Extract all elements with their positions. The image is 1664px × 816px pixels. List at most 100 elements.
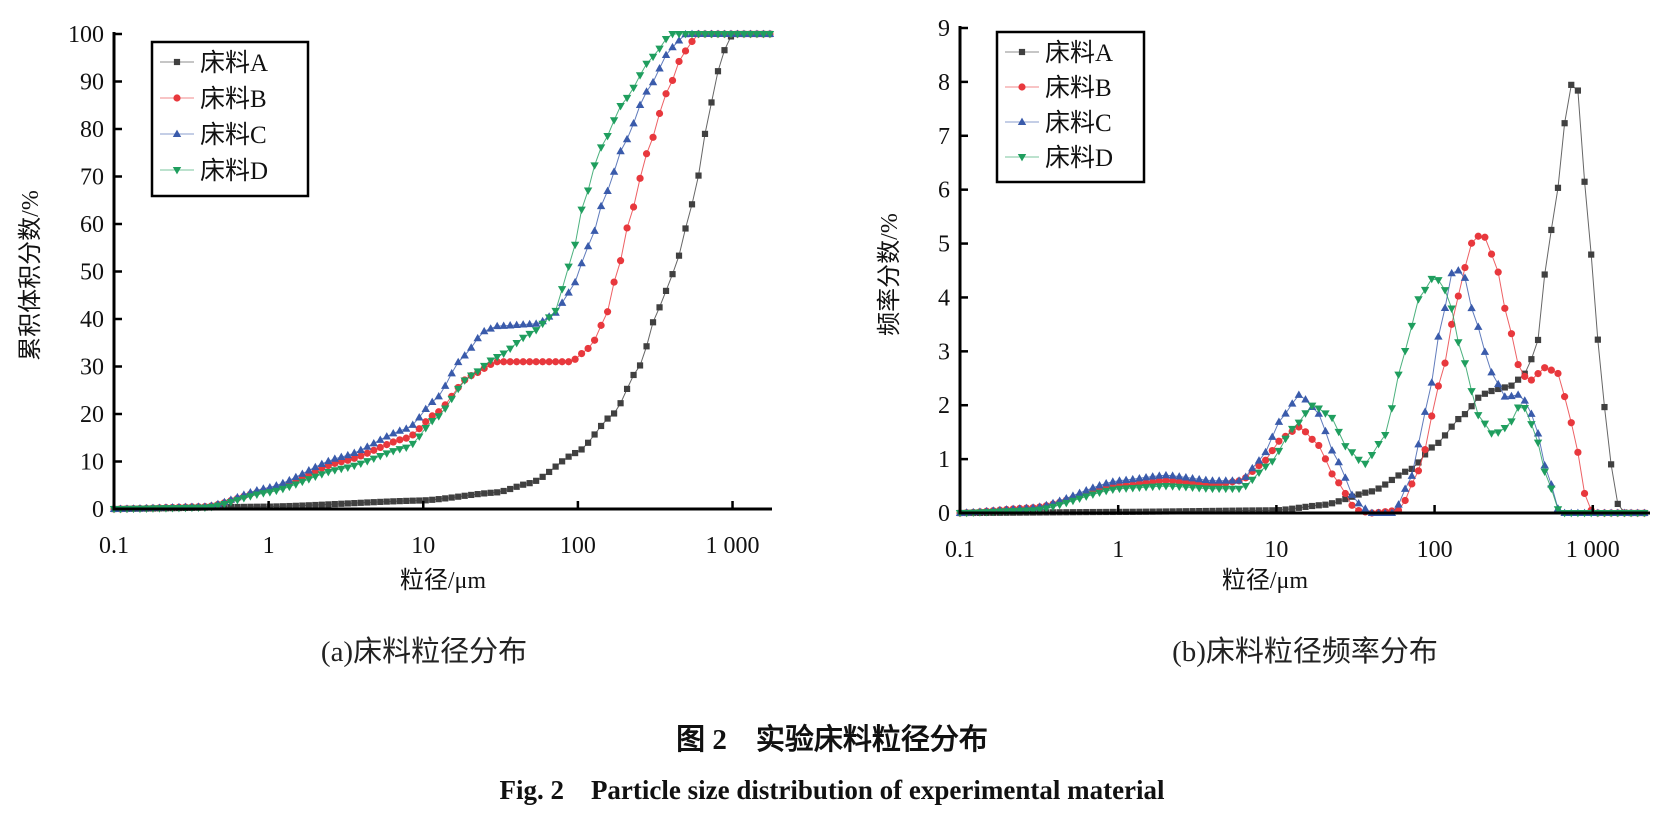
data-point-C: [1288, 399, 1297, 407]
data-point-C: [1394, 500, 1403, 508]
data-point-D: [557, 286, 567, 294]
data-point-B: [558, 358, 566, 366]
legend-label: 床料A: [1045, 39, 1113, 67]
data-point-C: [1148, 472, 1157, 480]
legend-item-C: 床料C: [1005, 109, 1112, 137]
data-point-D: [395, 446, 404, 454]
data-point-C: [1241, 472, 1250, 480]
data-point-B: [1561, 393, 1569, 401]
data-point-C: [486, 324, 495, 332]
data-point-B: [1155, 477, 1163, 485]
data-point-D: [544, 314, 554, 322]
data-point-D: [752, 31, 762, 39]
data-point-B: [1454, 292, 1462, 300]
data-point-D: [311, 473, 320, 482]
data-point-C: [389, 428, 398, 437]
data-point-C: [324, 456, 333, 465]
data-point-C: [1460, 273, 1470, 281]
data-point-D: [337, 465, 346, 474]
data-point-B: [1441, 359, 1449, 367]
data-point-A: [1302, 503, 1309, 510]
data-point-A: [546, 468, 553, 476]
data-point-D: [1467, 388, 1476, 396]
data-point-D: [1228, 485, 1237, 494]
x-tick-label: 0.1: [99, 533, 129, 559]
data-point-D: [376, 452, 385, 461]
data-point-B: [409, 431, 417, 439]
data-point-C: [1194, 474, 1204, 483]
y-tick-label: 40: [80, 307, 104, 333]
data-point-C: [1540, 460, 1549, 469]
data-point-B: [1328, 470, 1336, 478]
data-point-A: [500, 487, 507, 495]
data-point-C: [1281, 409, 1290, 417]
data-point-A: [604, 415, 611, 422]
data-point-D: [285, 483, 294, 492]
data-point-D: [1553, 506, 1563, 514]
data-point-A: [461, 492, 468, 499]
legend-b: 床料A 床料B 床料C 床料D: [995, 30, 1146, 184]
data-point-C: [1221, 476, 1230, 484]
data-point-A: [318, 501, 325, 508]
data-point-A: [623, 385, 631, 393]
data-point-D: [1208, 485, 1217, 494]
y-tick-label: 8: [938, 70, 950, 96]
data-point-D: [1447, 305, 1456, 313]
data-point-A: [1495, 385, 1502, 393]
data-point-C: [1440, 303, 1450, 312]
data-point-D: [687, 31, 697, 39]
data-point-C: [1414, 439, 1423, 448]
data-point-D: [1155, 483, 1164, 491]
data-point-B: [506, 358, 514, 366]
data-point-C: [259, 484, 268, 492]
data-point-D: [1394, 371, 1403, 380]
data-point-D: [324, 469, 333, 477]
data-point-C: [317, 459, 327, 467]
data-point-C: [505, 321, 515, 329]
data-point-D: [1547, 485, 1556, 493]
data-point-C: [1314, 409, 1323, 417]
data-point-D: [1407, 322, 1417, 331]
legend-marker-C: [1017, 117, 1027, 125]
data-point-C: [1513, 390, 1523, 398]
data-point-D: [434, 413, 443, 421]
data-point-C: [1361, 504, 1370, 512]
data-point-A: [1249, 507, 1256, 514]
data-point-A: [1455, 415, 1462, 423]
data-point-B: [1428, 412, 1436, 420]
data-point-A: [494, 489, 501, 496]
data-point-B: [545, 358, 553, 366]
data-point-C: [278, 478, 288, 487]
data-point-C: [583, 241, 593, 250]
data-point-D: [700, 31, 710, 39]
legend-marker-A: [1018, 48, 1026, 56]
data-point-A: [1601, 403, 1608, 411]
legend-label: 床料B: [200, 85, 267, 113]
data-point-D: [350, 462, 359, 471]
data-point-C: [1321, 426, 1330, 435]
data-point-C: [1248, 463, 1257, 472]
y-tick-label: 30: [80, 355, 104, 381]
y-tick-label: 20: [80, 402, 104, 428]
data-point-D: [1148, 483, 1157, 492]
data-point-D: [577, 206, 586, 215]
data-point-D: [655, 45, 664, 54]
data-point-D: [622, 94, 632, 103]
data-point-A: [559, 458, 566, 465]
data-point-A: [1574, 87, 1582, 94]
data-point-D: [1268, 458, 1277, 466]
data-point-B: [642, 150, 651, 158]
data-point-A: [1568, 81, 1575, 88]
data-point-A: [351, 500, 358, 507]
data-point-A: [442, 495, 449, 502]
x-axis-title: 粒径/μm: [400, 567, 487, 594]
data-point-C: [596, 201, 606, 210]
data-point-C: [648, 77, 658, 86]
data-point-C: [1128, 474, 1137, 483]
data-point-D: [525, 330, 534, 339]
data-point-D: [369, 455, 378, 463]
data-point-D: [1387, 405, 1397, 413]
data-point-D: [551, 307, 560, 316]
data-point-D: [356, 460, 365, 469]
data-point-C: [291, 472, 301, 481]
